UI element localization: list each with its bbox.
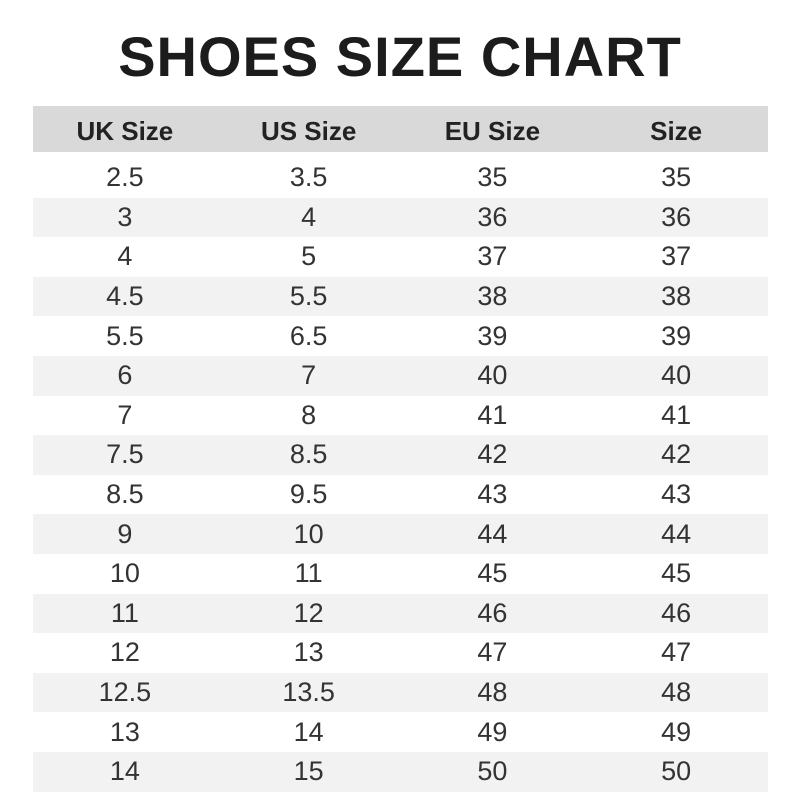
cell-us-size: 15: [293, 756, 324, 787]
cell-us-size: 4: [301, 201, 317, 232]
table-row: 13 14 49 49: [33, 712, 768, 752]
cell-us-size: 3.5: [289, 162, 328, 193]
table-row: 9 10 44 44: [33, 514, 768, 554]
cell-size: 44: [661, 518, 692, 549]
cell-uk-size: 12.5: [98, 677, 152, 708]
cell-us-size: 6.5: [289, 320, 328, 351]
cell-eu-size: 37: [477, 241, 508, 272]
table-header: UK Size US Size EU Size Size: [33, 106, 768, 152]
cell-us-size: 10: [293, 518, 324, 549]
table-row: 4 5 37 37: [33, 237, 768, 277]
cell-uk-size: 6: [117, 360, 133, 391]
cell-size: 38: [661, 281, 692, 312]
page-title: SHOES SIZE CHART: [118, 25, 682, 88]
cell-size: 47: [661, 637, 692, 668]
cell-eu-size: 46: [477, 597, 508, 628]
cell-size: 37: [661, 241, 692, 272]
cell-us-size: 7: [301, 360, 317, 391]
cell-eu-size: 48: [477, 677, 508, 708]
table-row: 5.5 6.5 39 39: [33, 316, 768, 356]
cell-eu-size: 44: [477, 518, 508, 549]
cell-us-size: 8: [301, 399, 317, 430]
cell-uk-size: 5.5: [106, 320, 144, 351]
cell-uk-size: 3: [117, 201, 133, 232]
table-body: 2.5 3.5 35 35 3 4 36 36 4 5 37 37 4.5 5.5 38 38 5.5 6.5 39…: [33, 158, 768, 792]
cell-eu-size: 38: [477, 281, 508, 312]
cell-uk-size: 10: [109, 558, 140, 589]
table-row: 3 4 36 36: [33, 197, 768, 238]
table-row: 12.5 13.5 48 48: [33, 672, 768, 713]
cell-eu-size: 35: [477, 162, 508, 193]
table-row: 7 8 41 41: [33, 396, 768, 436]
table-row: 6 7 40 40: [33, 355, 768, 396]
cell-size: 35: [661, 162, 692, 193]
size-table: UK Size US Size EU Size Size 2.5 3.5 35 35 3…: [33, 106, 768, 792]
cell-size: 41: [661, 399, 692, 430]
cell-size: 48: [661, 677, 692, 708]
cell-size: 49: [661, 716, 692, 747]
cell-eu-size: 43: [477, 479, 508, 510]
header-uk-size: UK Size: [76, 115, 174, 146]
cell-size: 36: [661, 201, 692, 232]
cell-eu-size: 47: [477, 637, 508, 668]
cell-us-size: 13: [293, 637, 324, 668]
cell-size: 42: [661, 439, 692, 470]
cell-uk-size: 7: [117, 399, 133, 430]
header-size: Size: [650, 115, 703, 146]
cell-eu-size: 42: [477, 439, 508, 470]
table-row: 4.5 5.5 38 38: [33, 276, 768, 317]
cell-uk-size: 7.5: [106, 439, 144, 470]
cell-eu-size: 39: [477, 320, 508, 351]
cell-us-size: 13.5: [282, 677, 335, 708]
cell-size: 40: [661, 360, 692, 391]
cell-uk-size: 2.5: [106, 162, 144, 193]
table-row: 2.5 3.5 35 35: [33, 158, 768, 198]
cell-us-size: 8.5: [289, 439, 328, 470]
cell-us-size: 5.5: [289, 281, 328, 312]
table-row: 12 13 47 47: [33, 633, 768, 673]
cell-size: 50: [661, 756, 692, 787]
cell-us-size: 9.5: [289, 479, 328, 510]
cell-uk-size: 14: [109, 756, 140, 787]
cell-eu-size: 40: [477, 360, 508, 391]
table-row: 7.5 8.5 42 42: [33, 435, 768, 475]
cell-size: 39: [661, 320, 692, 351]
cell-uk-size: 8.5: [106, 479, 144, 510]
cell-us-size: 5: [301, 241, 317, 272]
table-row: 8.5 9.5 43 43: [33, 475, 768, 515]
cell-size: 43: [661, 479, 692, 510]
cell-us-size: 11: [294, 558, 323, 589]
cell-eu-size: 36: [477, 201, 508, 232]
cell-uk-size: 4.5: [106, 281, 144, 312]
cell-size: 46: [661, 597, 692, 628]
cell-size: 45: [661, 558, 692, 589]
cell-uk-size: 12: [109, 637, 140, 668]
cell-uk-size: 9: [117, 518, 133, 549]
cell-us-size: 12: [293, 597, 324, 628]
table-row: 10 11 45 45: [33, 554, 768, 594]
cell-eu-size: 45: [477, 558, 508, 589]
table-row: 14 15 50 50: [33, 751, 768, 792]
cell-uk-size: 11: [110, 597, 139, 628]
cell-eu-size: 41: [477, 399, 508, 430]
cell-uk-size: 13: [109, 716, 140, 747]
cell-us-size: 14: [293, 716, 324, 747]
header-us-size: US Size: [260, 115, 357, 146]
cell-eu-size: 49: [477, 716, 508, 747]
cell-eu-size: 50: [477, 756, 508, 787]
header-eu-size: EU Size: [444, 115, 541, 146]
cell-uk-size: 4: [117, 241, 133, 272]
table-row: 11 12 46 46: [33, 593, 768, 634]
